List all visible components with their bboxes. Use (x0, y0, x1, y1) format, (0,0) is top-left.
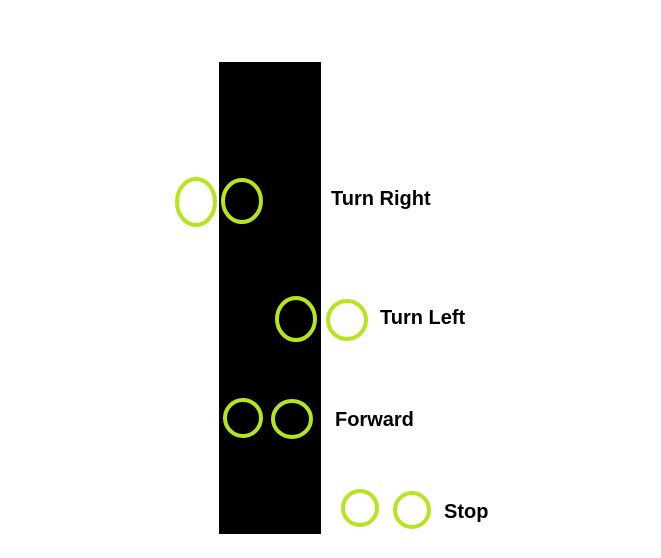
left-sensor-circle (175, 177, 217, 227)
right-sensor-circle (271, 399, 313, 439)
left-sensor-circle (341, 489, 379, 527)
case-label-stop: Stop (444, 501, 488, 523)
case-forward: Forward (223, 398, 414, 439)
case-stop: Stop (341, 489, 488, 529)
case-turn-right: Turn Right (175, 177, 431, 227)
right-sensor-circle (221, 178, 263, 224)
case-turn-left: Turn Left (275, 296, 466, 342)
case-label-turn-right: Turn Right (331, 188, 431, 210)
left-sensor-circle (275, 296, 317, 342)
case-label-forward: Forward (335, 409, 414, 431)
case-label-turn-left: Turn Left (380, 307, 466, 329)
right-sensor-circle (326, 299, 368, 341)
left-sensor-circle (223, 398, 263, 438)
black-line-track (219, 62, 321, 534)
right-sensor-circle (393, 491, 431, 529)
